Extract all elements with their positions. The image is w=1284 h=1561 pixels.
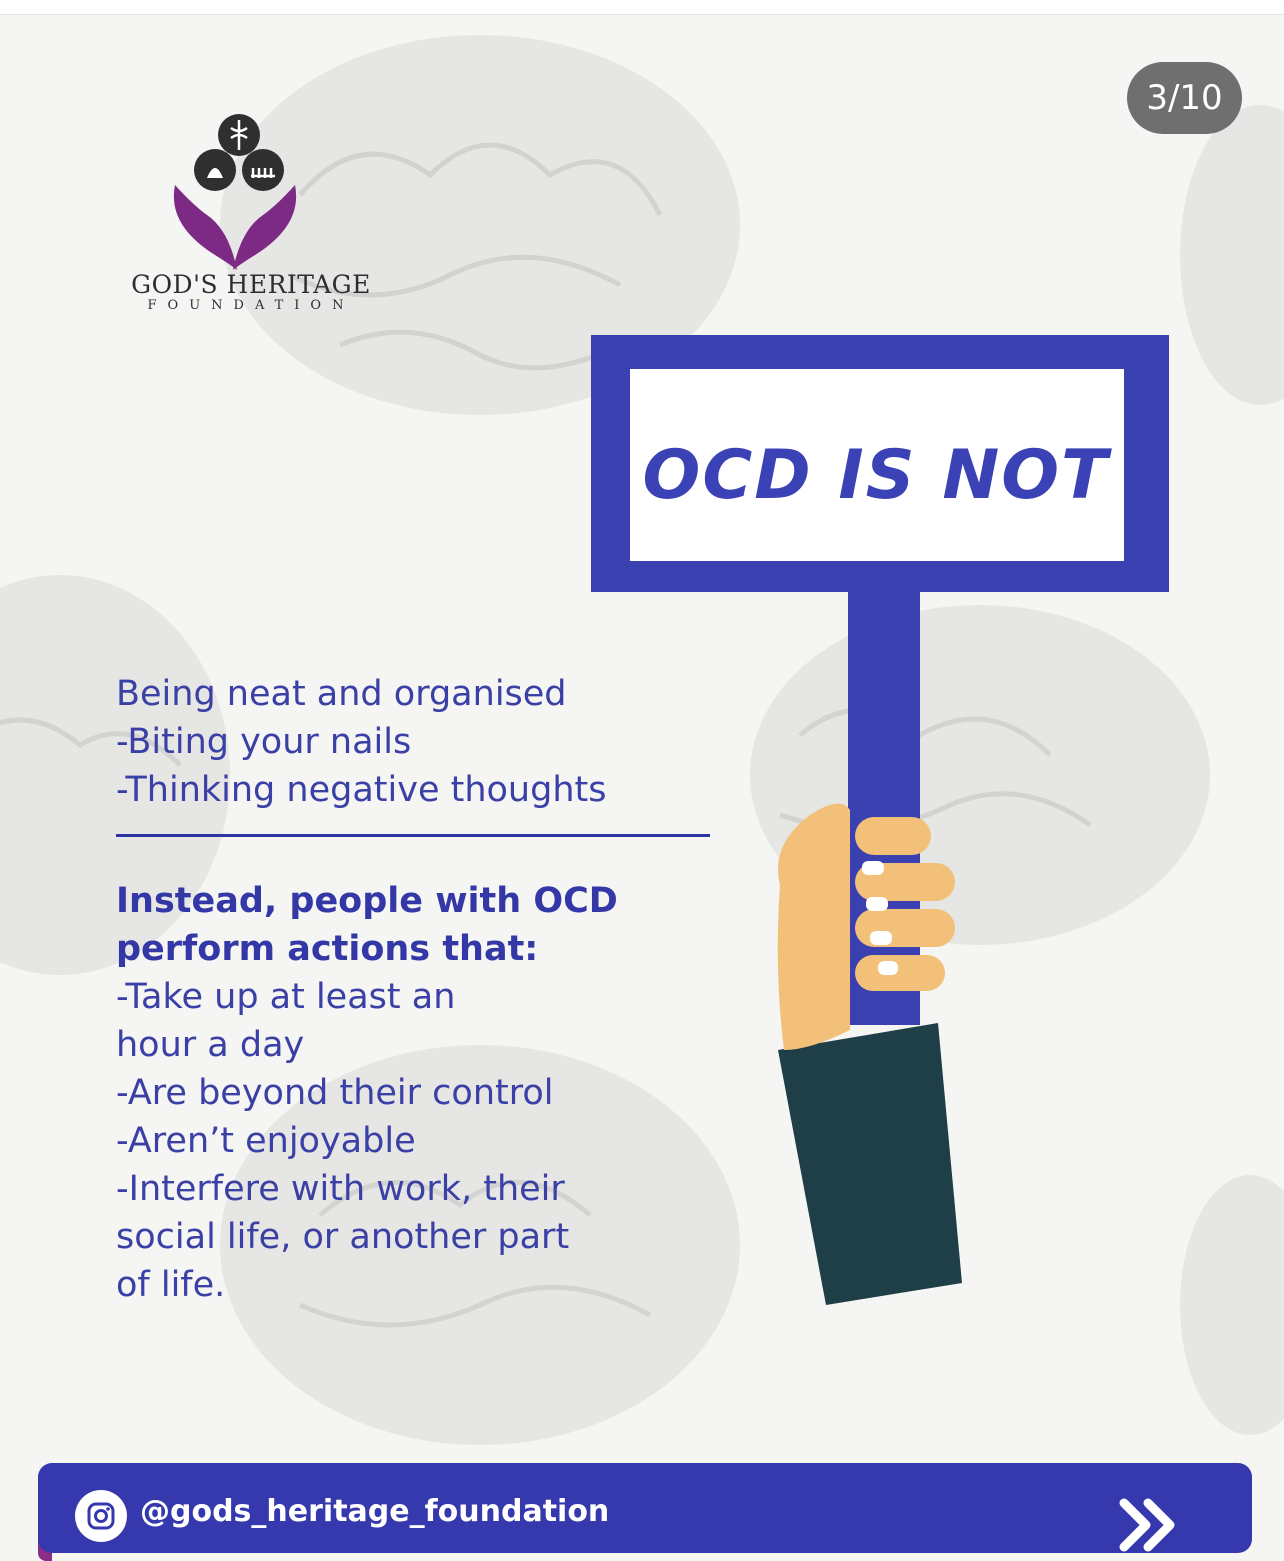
instead-heading: Instead, people with OCD perform actions… [116,877,716,973]
sign-text: OCD IS NOT [642,435,1110,515]
top-status-strip [0,0,1284,15]
action-line-1: -Take up at least an [116,977,456,1017]
double-chevron-right-icon[interactable] [1118,1497,1180,1553]
sleeve-shape [778,1023,962,1305]
not-item-3: -Thinking negative thoughts [116,770,607,810]
finger-nails [862,861,898,975]
instagram-glyph [87,1502,115,1530]
action-line-5: -Interfere with work, their [116,1169,565,1209]
main-content: Being neat and organised -Biting your na… [116,670,716,1309]
instagram-slide: 3/10 GOD'S HERITAGE FOUNDATION [0,15,1284,1561]
slide-counter-badge: 3/10 [1127,62,1242,134]
action-line-3: -Are beyond their control [116,1073,554,1113]
logo-title: GOD'S HERITAGE [131,270,371,299]
action-line-7: of life. [116,1265,226,1305]
not-list: Being neat and organised -Biting your na… [116,670,716,814]
actions-list: -Take up at least an hour a day -Are bey… [116,973,716,1309]
instead-heading-line-2: perform actions that: [116,929,539,969]
instagram-icon[interactable] [75,1490,127,1542]
not-item-2: -Biting your nails [116,722,412,762]
hands-holding-circles-icon [173,114,297,270]
instagram-handle[interactable]: @gods_heritage_foundation [140,1494,610,1529]
protest-sign-illustration [591,335,1169,1305]
instead-heading-line-1: Instead, people with OCD [116,881,618,921]
footer-bar [38,1463,1252,1553]
not-item-1: Being neat and organised [116,674,567,714]
logo-subtitle: FOUNDATION [147,298,355,313]
hand-palm [777,803,850,1050]
divider-line [116,834,710,837]
hand-fingers [855,817,955,991]
action-line-4: -Aren’t enjoyable [116,1121,416,1161]
sign-board-face [630,369,1124,561]
action-line-6: social life, or another part [116,1217,570,1257]
sign-pole [848,575,920,1025]
action-line-2: hour a day [116,1025,305,1065]
foundation-logo: GOD'S HERITAGE FOUNDATION [110,110,390,330]
